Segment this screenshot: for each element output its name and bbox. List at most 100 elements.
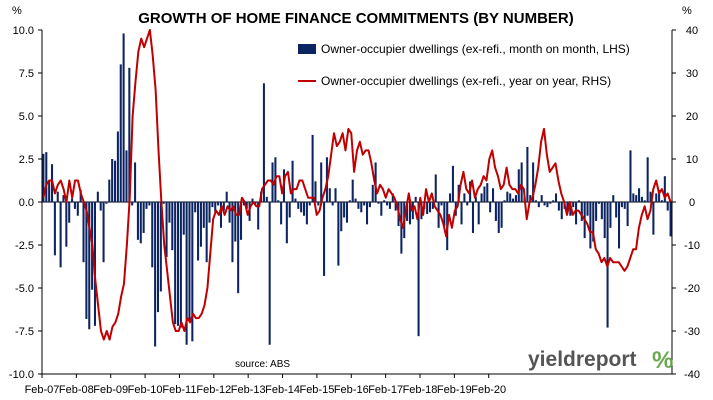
bar (168, 202, 171, 223)
bar (632, 193, 635, 202)
bar (569, 202, 572, 216)
bar (262, 83, 265, 202)
bar (351, 179, 354, 202)
bar (534, 200, 538, 202)
bar (626, 202, 629, 227)
x-tick-label: Feb-10 (128, 384, 163, 396)
bar (360, 202, 363, 213)
bar (363, 202, 366, 206)
bar (557, 202, 560, 211)
left-axis-unit: % (12, 5, 22, 17)
right-tick-label: 40 (686, 25, 698, 37)
x-tick-label: Feb-08 (59, 384, 94, 396)
bar (42, 153, 45, 202)
bar (471, 202, 475, 233)
bar (483, 186, 486, 202)
bar (486, 183, 489, 202)
bar (474, 196, 477, 202)
bar (386, 202, 389, 206)
x-tick-label: Feb-14 (265, 384, 300, 396)
bar (68, 202, 71, 223)
legend-label-bar: Owner-occupier dwellings (ex-refi., mont… (321, 42, 630, 56)
bar (503, 200, 506, 202)
bar (451, 165, 454, 202)
bar (514, 195, 517, 202)
legend-label-line: Owner-occupier dwellings (ex-refi., year… (321, 74, 611, 88)
bar (543, 202, 546, 206)
bar (85, 202, 88, 319)
bar (142, 202, 145, 233)
bar (365, 202, 369, 225)
logo-percent-icon: % (652, 347, 673, 374)
bar (357, 202, 360, 209)
bar (202, 202, 205, 228)
source-note: source: ABS (235, 359, 290, 370)
bar (277, 200, 280, 202)
bar (314, 181, 317, 202)
bar (294, 198, 297, 202)
bar (300, 202, 303, 213)
bar (477, 202, 480, 225)
bar (406, 202, 409, 221)
bar (345, 202, 349, 223)
right-tick-label: -10 (684, 240, 700, 252)
bar (297, 202, 300, 209)
line-series (42, 29, 672, 341)
x-tick-label: Feb-11 (162, 384, 196, 396)
logo-wordmark: yieldreport (528, 348, 637, 371)
bar (159, 202, 162, 292)
x-tick-label: Feb-09 (93, 384, 128, 396)
bar (589, 202, 592, 249)
x-tick-label: Feb-16 (334, 384, 369, 396)
x-tick-label: Feb-07 (25, 384, 60, 396)
bar (156, 202, 160, 313)
bar (368, 202, 371, 208)
bar (217, 202, 220, 206)
x-tick-label: Feb-15 (299, 384, 334, 396)
bar (73, 202, 76, 209)
bar (586, 202, 589, 216)
bar (440, 202, 443, 206)
bar (231, 202, 234, 263)
bar (431, 202, 434, 209)
bar (428, 202, 432, 213)
bar (354, 198, 357, 202)
bar (480, 193, 483, 202)
bar (59, 202, 62, 268)
yieldreport-logo: yieldreport % (528, 347, 673, 374)
bar (343, 202, 346, 218)
bar (612, 195, 615, 202)
bar (328, 188, 331, 202)
x-tick-label: Feb-12 (196, 384, 231, 396)
bar (265, 196, 268, 202)
bar (434, 174, 437, 202)
bar (56, 191, 59, 202)
bar (595, 202, 598, 221)
bar (540, 195, 543, 202)
bar (572, 202, 575, 208)
bar (426, 202, 429, 215)
bar (526, 146, 529, 202)
bar (549, 202, 552, 204)
bar (449, 193, 452, 202)
bar (208, 202, 211, 223)
x-tick-label: Feb-18 (403, 384, 438, 396)
x-tick-label: Feb-19 (437, 384, 472, 396)
bar (575, 202, 578, 225)
bar (377, 202, 380, 204)
bar (222, 202, 225, 211)
bar (105, 202, 108, 204)
bar (176, 202, 180, 326)
bar (640, 196, 643, 202)
x-tick-label: Feb-17 (368, 384, 403, 396)
bar (93, 202, 97, 326)
bar (111, 159, 114, 202)
bar (394, 202, 397, 211)
bar (128, 67, 131, 202)
bar (311, 134, 314, 202)
bar (48, 181, 51, 202)
bar (466, 202, 469, 206)
bar (194, 202, 197, 213)
bar (491, 188, 495, 202)
bar (546, 202, 549, 208)
